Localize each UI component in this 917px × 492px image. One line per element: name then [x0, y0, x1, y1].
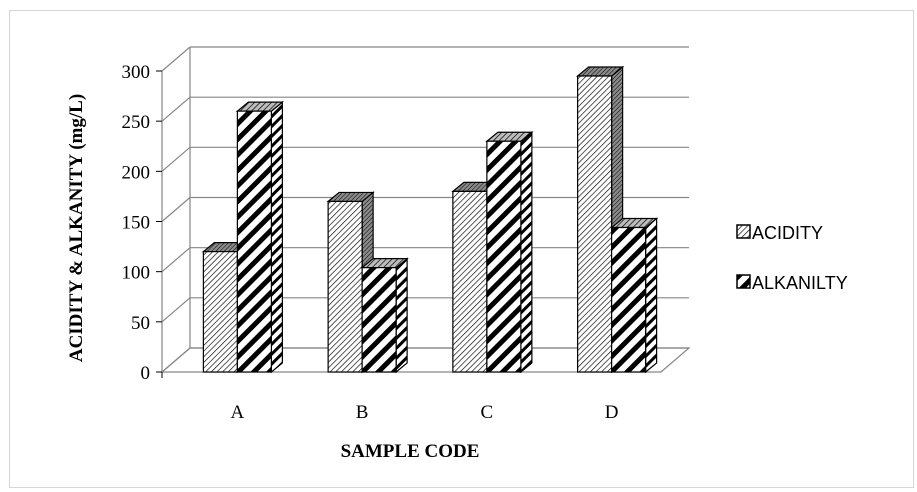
- bar-front-face: [611, 226, 647, 373]
- y-tick-label: 0: [141, 363, 151, 384]
- bar-alkanilty-b: [360, 257, 409, 374]
- y-tick-label: 100: [122, 263, 151, 284]
- gridline-depth-150: [161, 197, 191, 222]
- bar-side-face: [520, 130, 533, 374]
- bar-front-face: [236, 110, 272, 373]
- bar-front-face: [327, 200, 363, 373]
- bar-side-face: [395, 257, 408, 374]
- bar-front-face: [361, 267, 397, 373]
- bar-alkanilty-a: [235, 100, 285, 374]
- gridline-depth-250: [161, 96, 191, 122]
- x-tick-label-a: A: [231, 402, 245, 423]
- bar-front-face: [577, 75, 613, 373]
- y-tick-label: 150: [122, 213, 151, 234]
- x-tick-label-d: D: [605, 402, 619, 423]
- legend-item-acidity: ACIDITY: [736, 223, 823, 243]
- bar-alkanilty-c: [485, 130, 534, 374]
- x-tick-label-c: C: [481, 402, 494, 423]
- gridline-depth-300: [161, 46, 191, 72]
- x-axis-title: SAMPLE CODE: [341, 441, 480, 462]
- legend-swatch-alkanilty: [736, 274, 751, 289]
- x-tick-label-b: B: [356, 402, 369, 423]
- legend-label-alkanilty: ALKANILTY: [752, 273, 848, 293]
- bar-alkanilty-d: [609, 217, 659, 374]
- y-tick-label: 50: [131, 313, 150, 334]
- y-axis-ticks: 0 50 100 150 200 250 300: [122, 62, 162, 384]
- bars: [201, 65, 659, 374]
- x-axis-ticks: A B C D: [231, 402, 619, 423]
- legend-label-acidity: ACIDITY: [752, 223, 823, 243]
- legend: ACIDITY ALKANILTY: [736, 223, 848, 293]
- legend-swatch-acidity: [736, 224, 751, 239]
- y-axis-title: ACIDITY & ALKANITY (mg/L): [66, 94, 87, 362]
- bar-side-face: [645, 217, 658, 374]
- y-tick-label: 300: [122, 62, 151, 83]
- bar-front-face: [486, 140, 522, 373]
- bar-front-face: [452, 190, 488, 373]
- gridline-depth-50: [161, 297, 191, 323]
- y-tick-label: 250: [122, 112, 151, 133]
- bar-front-face: [202, 251, 238, 373]
- y-tick-label: 200: [122, 162, 151, 183]
- legend-item-alkanilty: ALKANILTY: [736, 273, 848, 293]
- bar-side-face: [270, 100, 283, 374]
- gridline-depth-100: [161, 247, 191, 273]
- gridline-depth-200: [161, 146, 191, 172]
